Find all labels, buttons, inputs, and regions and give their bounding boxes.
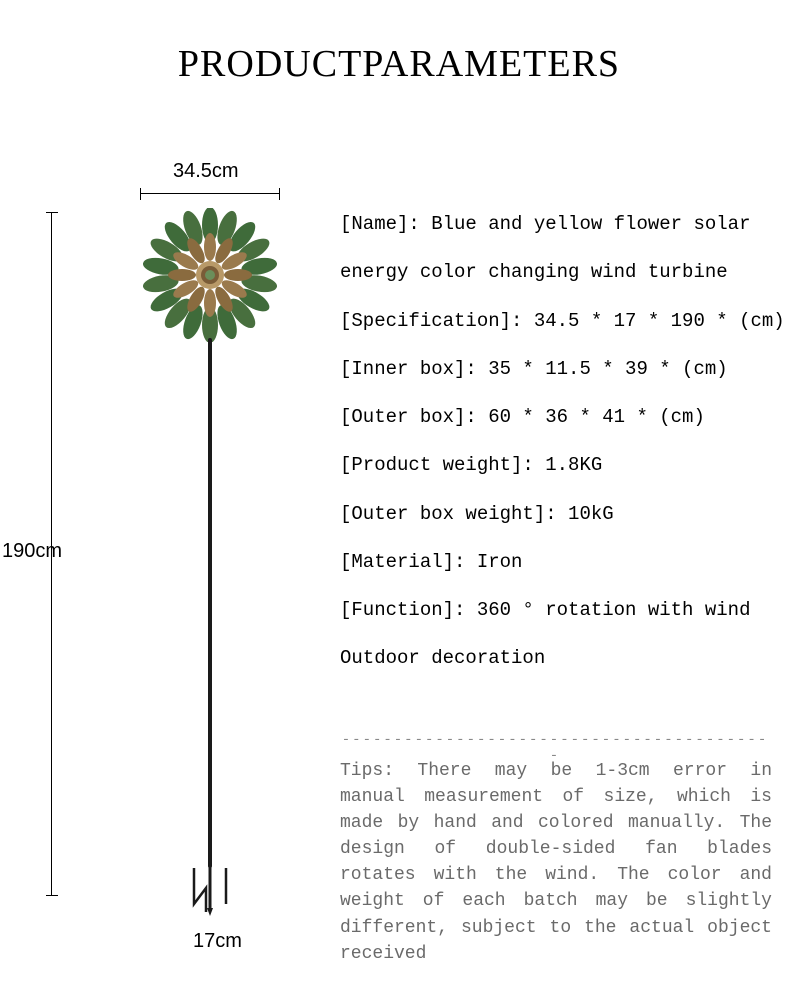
spec-line: [Specification]: 34.5 * 17 * 190 * (cm): [340, 297, 780, 345]
spec-line: energy color changing wind turbine: [340, 248, 780, 296]
spec-line: [Inner box]: 35 * 11.5 * 39 * (cm): [340, 345, 780, 393]
product-diagram: 34.5cm 190cm: [38, 160, 338, 950]
specification-list: [Name]: Blue and yellow flower solar ene…: [340, 200, 780, 683]
product-pole: [208, 338, 212, 868]
ground-stake: [188, 860, 232, 916]
tips-text: Tips: There may be 1-3cm error in manual…: [340, 758, 772, 967]
spec-line: [Outer box weight]: 10kG: [340, 490, 780, 538]
width-dimension-bar: [140, 188, 280, 200]
flower-head-illustration: [143, 208, 277, 342]
spec-line: [Outer box]: 60 * 36 * 41 * (cm): [340, 393, 780, 441]
page-title: PRODUCTPARAMETERS: [0, 42, 798, 86]
spec-line: Outdoor decoration: [340, 634, 780, 682]
spec-line: [Material]: Iron: [340, 538, 780, 586]
spec-line: [Name]: Blue and yellow flower solar: [340, 200, 780, 248]
spec-line: [Product weight]: 1.8KG: [340, 441, 780, 489]
base-dimension-label: 17cm: [193, 930, 242, 953]
spec-line: [Function]: 360 ° rotation with wind: [340, 586, 780, 634]
height-dimension-label: 190cm: [2, 540, 62, 563]
width-dimension-label: 34.5cm: [173, 160, 239, 183]
